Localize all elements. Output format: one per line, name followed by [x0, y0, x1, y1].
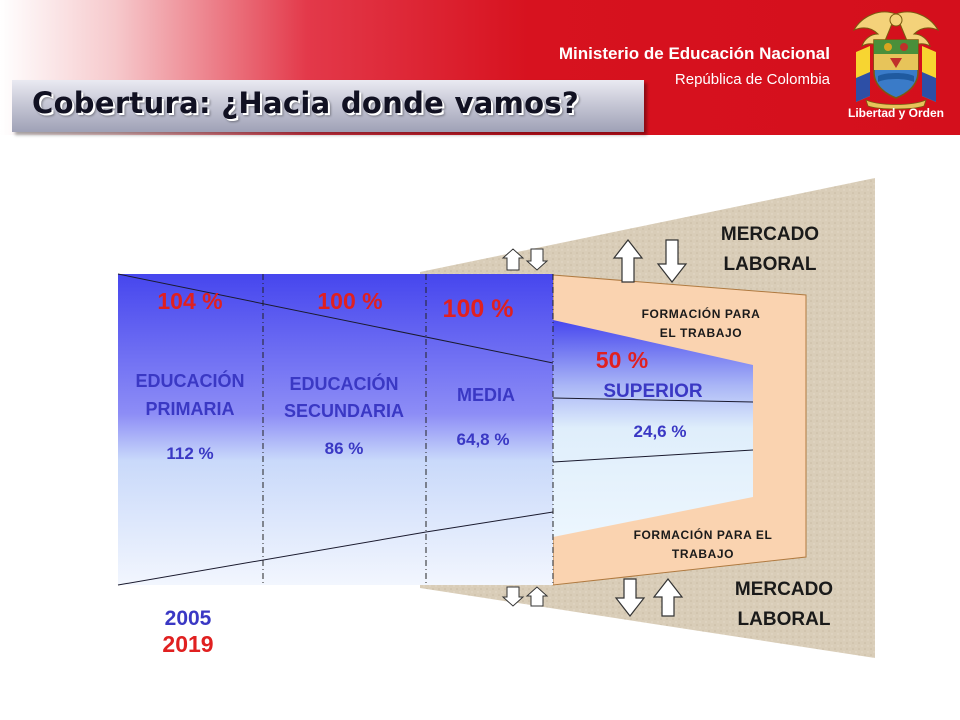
- arrow-down-icon: [525, 248, 549, 271]
- labor-market-top-label: MERCADO LABORAL: [700, 220, 840, 280]
- labor-market-bottom-line1: MERCADO: [734, 579, 834, 600]
- superior-label: SUPERIOR: [603, 381, 703, 402]
- training-bottom-line1: FORMACIÓN PARA EL: [633, 528, 773, 542]
- colombia-coat-of-arms-icon: [852, 11, 940, 110]
- labor-market-bottom-label: MERCADO LABORAL: [714, 575, 854, 635]
- secundaria-label-line2: SECUNDARIA: [283, 401, 404, 421]
- media-target: 100 %: [442, 295, 514, 323]
- page-title: Cobertura: ¿Hacia donde vamos?: [32, 86, 580, 120]
- arrow-down-icon: [656, 239, 688, 283]
- secundaria-label: EDUCACIÓN SECUNDARIA: [258, 371, 430, 425]
- secundaria-target: 100 %: [317, 288, 383, 314]
- training-top-line2: EL TRABAJO: [659, 326, 743, 340]
- labor-market-top-line2: LABORAL: [723, 254, 817, 275]
- arrow-up-icon: [652, 578, 684, 617]
- primaria-label-line2: PRIMARIA: [145, 399, 235, 419]
- primaria-label-line1: EDUCACIÓN: [135, 371, 245, 391]
- secundaria-value: 86 %: [324, 439, 364, 458]
- media-label: MEDIA: [457, 385, 515, 405]
- arrow-up-icon: [501, 248, 525, 271]
- arrow-up-icon: [612, 239, 644, 283]
- primaria-value: 112 %: [166, 444, 214, 463]
- year-2005: 2005: [164, 607, 212, 630]
- year-2019: 2019: [162, 631, 214, 657]
- primaria-label: EDUCACIÓN PRIMARIA: [110, 367, 270, 423]
- title-box: Cobertura: ¿Hacia donde vamos?: [12, 80, 644, 132]
- motto-text: Libertad y Orden: [847, 106, 945, 120]
- labor-market-bottom-line2: LABORAL: [737, 609, 831, 630]
- labor-market-top-line1: MERCADO: [720, 224, 820, 245]
- media-value: 64,8 %: [456, 430, 510, 449]
- basic-education-block: [118, 274, 553, 585]
- secundaria-label-line1: EDUCACIÓN: [289, 374, 399, 394]
- training-bottom-label: FORMACIÓN PARA EL TRABAJO: [598, 526, 808, 564]
- arrow-up-icon: [525, 586, 549, 607]
- country-name: República de Colombia: [674, 71, 830, 88]
- higher-education-block: [553, 320, 753, 537]
- training-bottom-line2: TRABAJO: [671, 547, 735, 561]
- arrow-down-icon: [501, 586, 525, 607]
- arrow-down-icon: [614, 578, 646, 617]
- superior-target: 50 %: [595, 347, 649, 373]
- training-top-line1: FORMACIÓN PARA: [641, 307, 761, 321]
- primaria-target: 104 %: [157, 288, 223, 314]
- training-top-label: FORMACIÓN PARA EL TRABAJO: [606, 305, 796, 343]
- ministry-name: Ministerio de Educación Nacional: [558, 44, 830, 63]
- superior-value: 24,6 %: [633, 422, 687, 441]
